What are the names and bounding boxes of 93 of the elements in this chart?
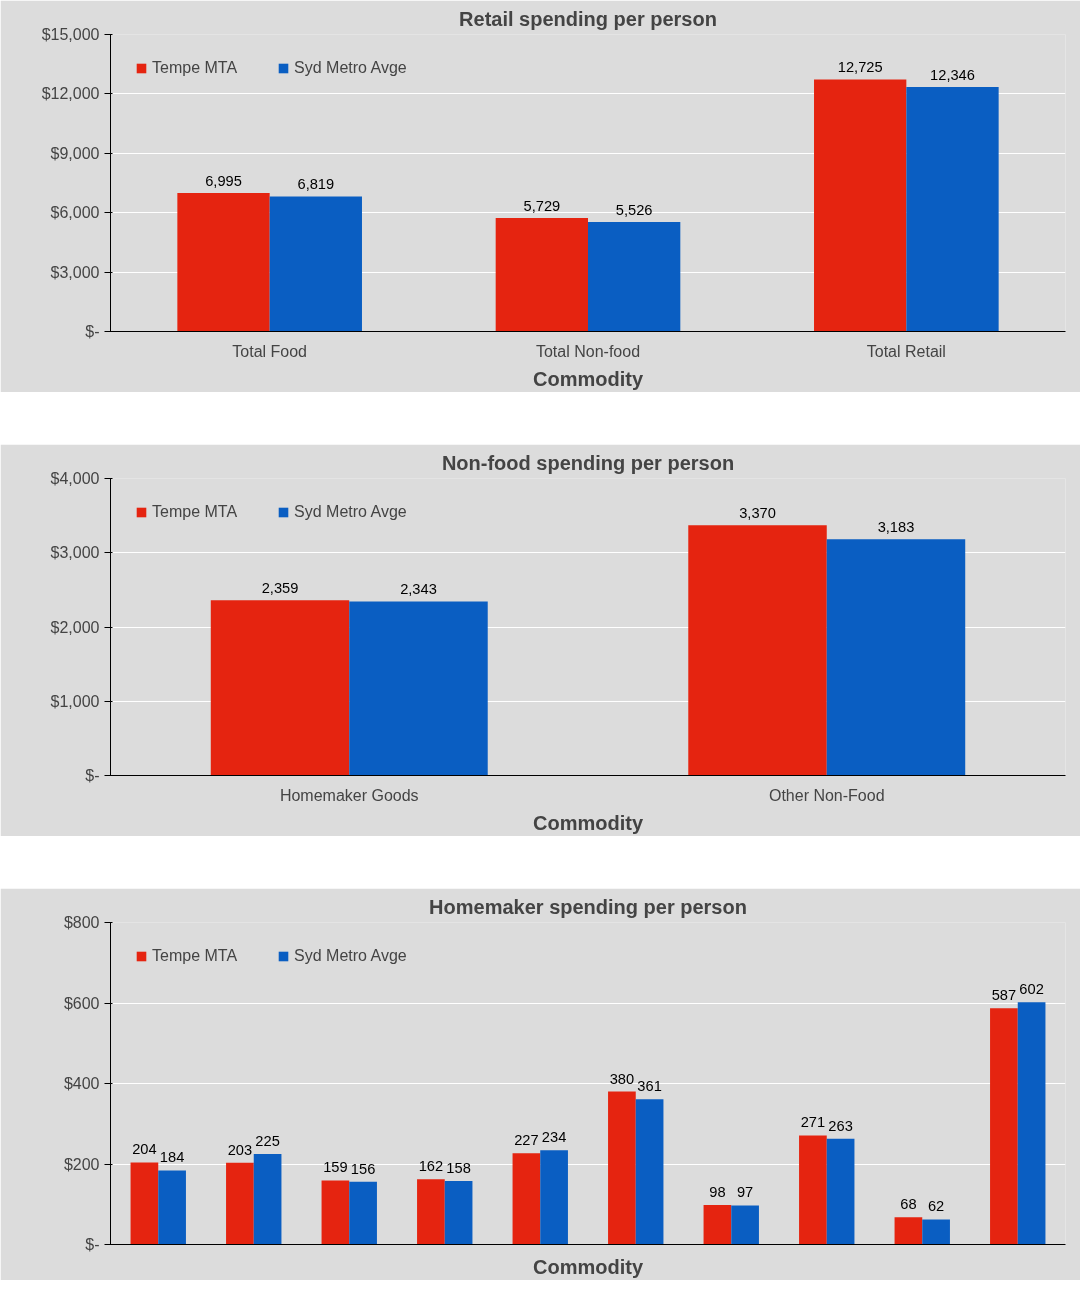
chart-title: Retail spending per person [459, 7, 717, 30]
bar [922, 1219, 950, 1245]
bar [177, 193, 270, 332]
bar [814, 79, 907, 332]
x-axis-title: Commodity [533, 1255, 644, 1278]
legend-label: Syd Metro Avge [294, 947, 407, 965]
y-tick-label: $- [85, 323, 100, 340]
y-tick-label: $800 [63, 914, 100, 931]
data-label: 380 [609, 1070, 635, 1087]
bar [444, 1180, 473, 1245]
y-tick-label: $3,000 [50, 263, 100, 281]
bar [158, 1170, 186, 1245]
data-label: 97 [736, 1184, 754, 1201]
bar [990, 1008, 1018, 1245]
bar [826, 539, 966, 776]
bar [688, 525, 827, 776]
y-tick-label: $400 [63, 1075, 100, 1092]
bar [349, 1181, 377, 1245]
bar [512, 1153, 541, 1245]
x-tick-label: Homemaker Goods [279, 786, 419, 804]
data-label: 159 [323, 1159, 348, 1176]
data-label: 234 [541, 1129, 567, 1146]
data-label: 156 [350, 1160, 376, 1177]
x-tick-label: Total Retail [866, 342, 946, 360]
chart-title: Homemaker spending per person [429, 895, 747, 918]
y-tick-label: $6,000 [50, 204, 100, 222]
bar [321, 1180, 350, 1245]
y-tick-label: $12,000 [41, 85, 100, 103]
data-label: 227 [514, 1132, 539, 1149]
bar [540, 1150, 568, 1245]
data-label: 2,343 [400, 581, 437, 598]
data-label: 6,995 [205, 172, 242, 189]
data-label: 62 [927, 1198, 945, 1215]
data-label: 204 [132, 1141, 157, 1158]
legend-label: Syd Metro Avge [294, 59, 407, 77]
x-tick-label: Total Non-food [535, 342, 641, 360]
data-label: 602 [1019, 981, 1044, 998]
bar [703, 1205, 732, 1245]
bar [826, 1138, 855, 1245]
y-tick-label: $2,000 [50, 618, 100, 636]
data-label: 271 [800, 1114, 826, 1131]
data-label: 68 [900, 1196, 917, 1213]
x-axis-title: Commodity [533, 367, 644, 390]
data-label: 225 [255, 1132, 280, 1149]
bar [417, 1179, 445, 1245]
data-label: 162 [418, 1158, 444, 1175]
bar [608, 1091, 636, 1245]
bar [495, 218, 588, 332]
y-tick-label: $1,000 [50, 692, 100, 710]
bar [799, 1135, 827, 1245]
data-label: 5,526 [615, 201, 653, 218]
y-tick-label: $- [85, 767, 100, 784]
bar [894, 1217, 923, 1245]
data-label: 184 [159, 1149, 185, 1166]
bar [906, 87, 999, 332]
data-label: 203 [227, 1141, 253, 1158]
legend-label: Tempe MTA [152, 59, 238, 77]
data-label: 98 [709, 1184, 726, 1201]
legend-label: Syd Metro Avge [294, 503, 407, 521]
data-label: 5,729 [523, 197, 561, 214]
bar [731, 1205, 759, 1245]
bar [635, 1099, 664, 1245]
data-label: 2,359 [261, 579, 299, 596]
bar [588, 222, 681, 332]
data-label: 12,725 [837, 59, 883, 76]
bar [1017, 1002, 1046, 1245]
y-tick-label: $- [85, 1236, 100, 1253]
y-tick-label: $200 [63, 1155, 100, 1173]
data-label: 3,183 [877, 518, 915, 535]
bar [269, 196, 362, 332]
x-tick-label: Other Non-Food [768, 786, 885, 804]
chart-title: Non-food spending per person [441, 451, 735, 474]
y-tick-label: $15,000 [41, 26, 100, 43]
bar [226, 1162, 254, 1245]
x-tick-label: Total Food [232, 342, 308, 360]
data-label: 12,346 [930, 66, 975, 83]
y-tick-label: $600 [63, 994, 100, 1012]
data-label: 3,370 [739, 504, 776, 521]
y-tick-label: $4,000 [50, 470, 100, 487]
legend-label: Tempe MTA [152, 947, 238, 965]
bar [210, 600, 350, 776]
y-tick-label: $9,000 [50, 144, 100, 162]
bar [349, 601, 488, 776]
data-label: 6,819 [297, 176, 335, 193]
x-axis-title: Commodity [533, 811, 644, 834]
bar [130, 1162, 159, 1245]
data-label: 587 [991, 987, 1017, 1004]
legend-label: Tempe MTA [152, 503, 238, 521]
data-label: 263 [828, 1117, 853, 1134]
data-label: 361 [637, 1078, 662, 1095]
bar [253, 1153, 282, 1245]
data-label: 158 [446, 1159, 471, 1176]
y-tick-label: $3,000 [50, 544, 100, 562]
